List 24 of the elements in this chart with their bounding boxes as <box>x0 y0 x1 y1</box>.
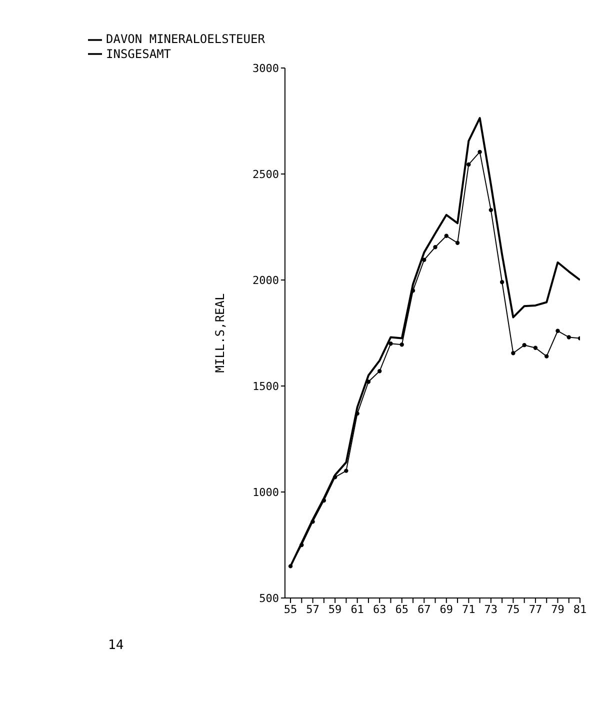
x-tick-label: 81 <box>573 602 587 616</box>
x-tick-label: 71 <box>462 602 476 616</box>
x-tick-label: 79 <box>551 602 564 616</box>
y-tick-label: 3000 <box>252 62 279 75</box>
x-tick-label: 75 <box>506 602 520 616</box>
y-tick-label: 1500 <box>252 380 279 393</box>
y-tick-label: 1000 <box>252 486 279 499</box>
x-tick-label: 55 <box>284 602 298 616</box>
x-tick-label: 73 <box>484 602 498 616</box>
x-tick-label: 67 <box>418 602 431 616</box>
x-tick-label: 57 <box>306 602 320 616</box>
text: 14 <box>108 638 125 653</box>
legend-label: DAVON MINERALOELSTEUER <box>106 32 265 46</box>
x-tick-label: 59 <box>328 602 342 616</box>
x-tick-label: 65 <box>395 602 408 616</box>
legend-label: INSGESAMT <box>106 46 172 61</box>
x-tick-label: 61 <box>350 602 364 616</box>
x-tick-label: 63 <box>372 602 386 616</box>
y-axis-title: MILL.S,REAL <box>213 293 228 373</box>
x-tick-label: 77 <box>528 602 542 616</box>
y-tick-label: 2000 <box>252 274 279 287</box>
y-tick-label: 500 <box>259 592 279 605</box>
x-tick-label: 69 <box>440 602 454 616</box>
y-tick-label: 2500 <box>252 168 279 181</box>
